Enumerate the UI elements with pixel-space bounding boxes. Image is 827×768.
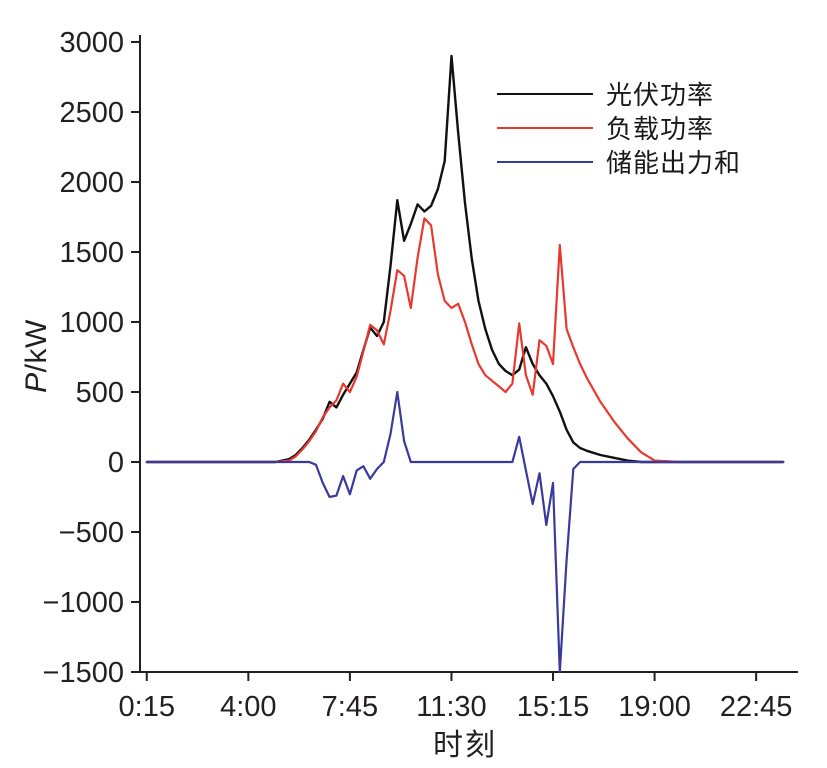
legend-line-sample (497, 160, 593, 163)
y-tick-label: 3000 (59, 27, 124, 59)
x-tick-label: 19:00 (618, 691, 691, 723)
series-line-0 (145, 54, 785, 464)
y-axis-title: P/kW (20, 256, 56, 456)
y-tick-label: −1500 (43, 657, 124, 689)
legend-label: 储能出力和 (606, 148, 742, 178)
legend-item-0: 光伏功率 (497, 80, 741, 110)
x-tick-label: 22:45 (720, 691, 793, 723)
x-tick-label: 11:30 (416, 691, 486, 723)
legend-label: 光伏功率 (606, 80, 715, 110)
legend-item-1: 负载功率 (497, 114, 741, 144)
series-line-2 (145, 390, 785, 674)
x-tick-label: 15:15 (517, 691, 590, 723)
y-tick-label: 0 (108, 447, 124, 479)
chart-legend: 光伏功率负载功率储能出力和 (497, 80, 741, 178)
y-tick-label: 1000 (59, 307, 124, 339)
y-tick-label: 2500 (59, 97, 124, 129)
x-tick-label: 7:45 (322, 691, 378, 723)
y-axis-variable: P (20, 372, 53, 393)
legend-line-sample (497, 92, 593, 95)
legend-label: 负载功率 (606, 114, 715, 144)
x-tick-label: 4:00 (220, 691, 276, 723)
legend-item-2: 储能出力和 (497, 148, 741, 178)
y-tick-label: −1000 (43, 587, 124, 619)
y-tick-label: 2000 (59, 167, 124, 199)
x-axis-title: 时刻 (433, 729, 497, 762)
y-tick-label: 500 (76, 377, 124, 409)
y-tick-label: −500 (59, 517, 124, 549)
series-line-1 (145, 217, 785, 464)
x-tick-label: 0:15 (119, 691, 175, 723)
y-axis-unit: /kW (20, 319, 53, 373)
y-tick-label: 1500 (59, 237, 124, 269)
legend-line-sample (497, 126, 593, 129)
